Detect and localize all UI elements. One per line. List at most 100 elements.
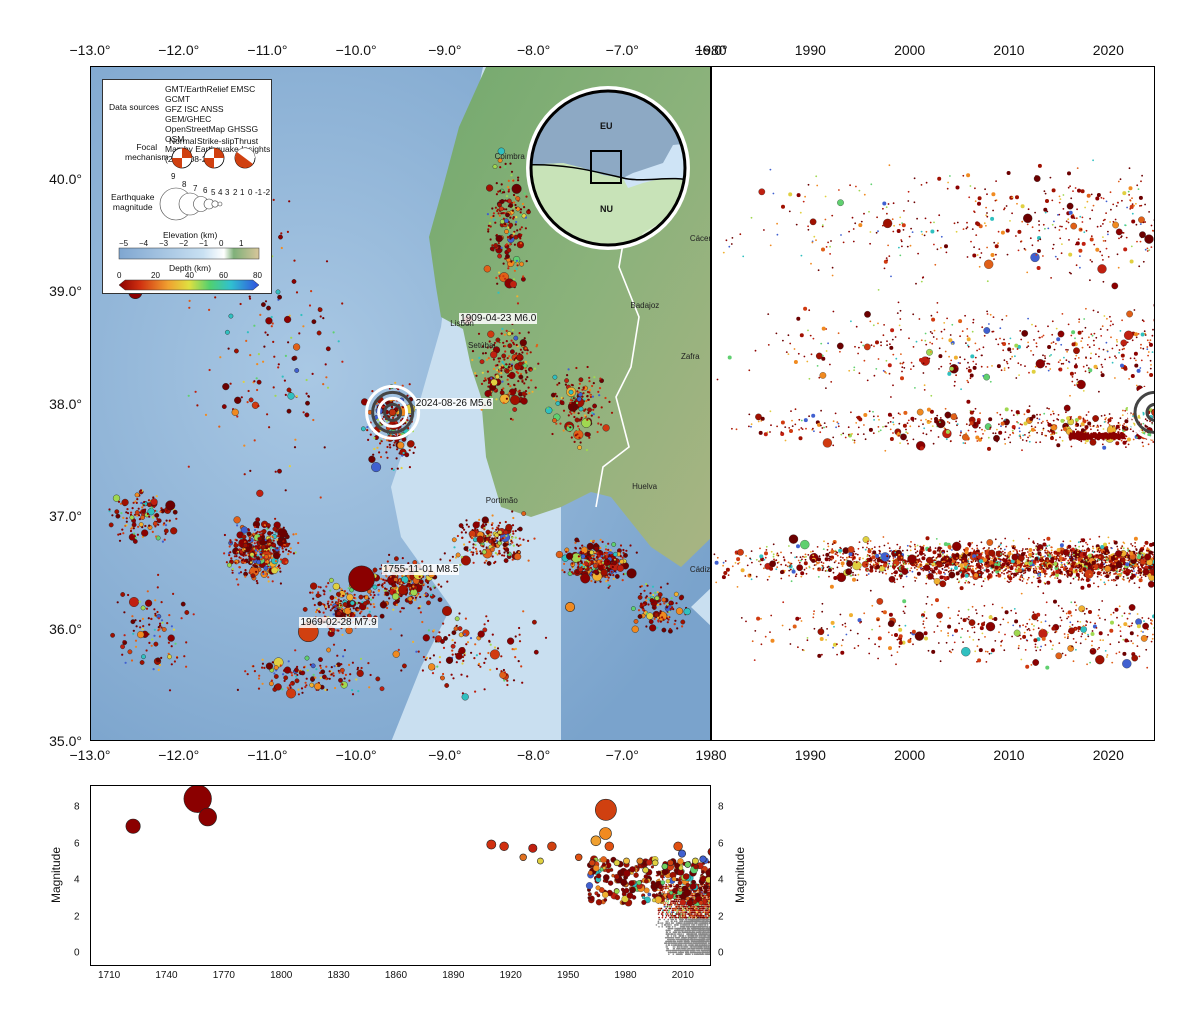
earthquake-dot	[639, 592, 643, 595]
timeline-dot	[955, 420, 957, 423]
earthquake-dot	[525, 260, 528, 263]
earthquake-dot	[258, 674, 261, 677]
earthquake-dot	[283, 679, 286, 683]
earthquake-dot	[129, 597, 140, 608]
earthquake-dot	[609, 549, 612, 552]
earthquake-dot	[516, 295, 519, 298]
earthquake-dot	[248, 571, 251, 574]
earthquake-dot	[552, 397, 555, 400]
timeline-dot	[1060, 362, 1063, 365]
earthquake-dot	[488, 222, 492, 225]
timeline-dot	[1131, 219, 1136, 224]
earthquake-dot	[521, 351, 524, 354]
earthquake-dot	[474, 643, 477, 646]
timeline-dot	[799, 333, 804, 338]
timeline-panel[interactable]	[711, 66, 1155, 741]
timeline-dot	[1027, 627, 1030, 630]
timeline-dot	[871, 628, 873, 631]
earthquake-dot	[393, 556, 399, 562]
timeline-dot	[857, 547, 860, 550]
earthquake-dot	[145, 607, 149, 610]
earthquake-dot	[386, 606, 389, 610]
earthquake-dot	[507, 383, 510, 386]
seismicity-map[interactable]: 1909-04-23 M6.0 2024-08-26 M5.6 1755-11-01…	[90, 66, 711, 741]
timeline-dot	[1125, 446, 1127, 448]
earthquake-dot	[383, 589, 386, 592]
earthquake-dot	[393, 441, 396, 444]
timeline-dot	[1042, 569, 1047, 574]
earthquake-dot	[574, 417, 580, 423]
earthquake-dot	[425, 593, 428, 596]
timeline-dot	[983, 373, 990, 381]
timeline-dot	[956, 578, 959, 581]
timeline-dot	[1000, 425, 1002, 428]
earthquake-dot	[520, 665, 523, 668]
timeline-dot	[1118, 651, 1121, 653]
earthquake-dot	[606, 566, 609, 569]
earthquake-dot	[511, 648, 514, 651]
earthquake-dot	[494, 206, 497, 209]
earthquake-dot	[659, 586, 663, 589]
timeline-dot	[1101, 254, 1103, 257]
earthquake-dot	[507, 366, 511, 369]
timeline-dot	[934, 571, 936, 574]
earthquake-dot	[472, 546, 475, 549]
timeline-dot	[954, 380, 956, 383]
earthquake-dot	[277, 468, 282, 474]
earthquake-dot	[277, 528, 288, 539]
earthquake-dot	[594, 581, 597, 584]
earthquake-dot	[610, 411, 614, 414]
earthquake-dot	[161, 540, 164, 543]
earthquake-dot	[507, 551, 510, 554]
earthquake-dot	[261, 533, 264, 536]
earthquake-dot	[120, 644, 125, 650]
earthquake-dot	[261, 544, 266, 550]
timeline-dot	[1127, 443, 1130, 446]
earthquake-dot	[469, 637, 473, 640]
earthquake-dot	[255, 579, 258, 583]
earthquake-dot	[379, 601, 388, 609]
earthquake-dot	[175, 517, 178, 520]
earthquake-dot	[297, 541, 300, 545]
timeline-dot	[1047, 421, 1049, 424]
timeline-dot	[883, 267, 886, 270]
earthquake-dot	[430, 593, 433, 597]
earthquake-dot	[273, 665, 279, 670]
timeline-dot	[1124, 409, 1127, 412]
earthquake-dot	[510, 260, 513, 263]
earthquake-dot	[158, 663, 162, 667]
earthquake-dot	[255, 552, 258, 555]
depth-tick: 40	[185, 271, 194, 280]
earthquake-dot	[134, 510, 140, 515]
timeline-dot	[891, 572, 893, 575]
earthquake-dot	[517, 361, 523, 367]
timeline-dot	[953, 384, 956, 387]
earthquake-dot	[317, 307, 323, 313]
timeline-dot	[1041, 336, 1043, 338]
earthquake-dot	[255, 377, 258, 380]
timeline-dot	[975, 363, 977, 365]
earthquake-dot	[589, 557, 592, 560]
earthquake-dot	[524, 367, 527, 370]
earthquake-dot	[510, 339, 513, 342]
timeline-dot	[1099, 250, 1102, 253]
earthquake-dot	[515, 267, 518, 270]
timeline-dot	[898, 246, 900, 249]
earthquake-dot	[352, 607, 355, 610]
timeline-dot	[1088, 346, 1091, 349]
timeline-dot	[1111, 347, 1114, 350]
timeline-dot	[956, 423, 959, 425]
timeline-dot	[1026, 346, 1028, 349]
earthquake-dot	[333, 665, 336, 668]
timeline-dot	[782, 339, 784, 342]
timeline-dot	[807, 228, 810, 231]
timeline-dot	[854, 574, 857, 576]
earthquake-dot	[661, 616, 664, 619]
timeline-dot	[1150, 224, 1153, 227]
timeline-dot	[1009, 570, 1012, 573]
earthquake-dot	[351, 693, 355, 696]
earthquake-dot	[598, 549, 602, 553]
legend-magnitude-label: Earthquake magnitude	[111, 192, 155, 212]
earthquake-dot	[671, 606, 674, 609]
earthquake-dot	[257, 353, 260, 356]
